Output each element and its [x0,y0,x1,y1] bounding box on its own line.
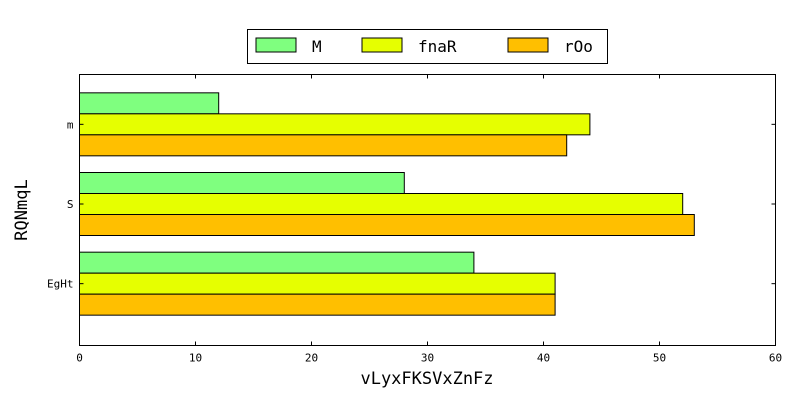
x-axis-label: vLyxFKSVxZnFz [360,369,493,389]
y-axis-label: RQNmqL [12,179,32,240]
x-tick-label: 10 [189,352,202,365]
bar-rOo-m [79,134,568,157]
x-tick-label: 40 [537,352,550,365]
bar-M-EgHt [79,251,475,274]
x-axis: 0 10 20 30 40 50 60 [76,74,782,365]
y-tick-label-EgHt: EgHt [47,278,74,291]
x-tick-label: 30 [421,352,434,365]
bar-rOo-EgHt [79,293,556,316]
bar-M-m [79,92,220,115]
legend-label-M: M [312,37,322,56]
y-tick-label-m: m [67,118,74,131]
x-tick-label: 20 [305,352,318,365]
legend-swatch-fnaR [361,37,403,53]
x-tick-label: 0 [76,352,83,365]
y-axis: EgHt Sm [47,118,776,291]
bars-layer [79,92,695,316]
bar-rOo-S [79,214,695,236]
bar-fnaR-m [79,113,591,136]
x-tick-label: 50 [653,352,666,365]
legend-swatch-M [255,37,297,53]
bar-M-S [79,172,405,194]
x-tick-label: 60 [769,352,782,365]
legend-swatch-rOo [507,37,549,53]
legend-label-fnaR: fnaR [418,37,457,56]
bar-fnaR-S [79,193,684,215]
legend-label-rOo: rOo [564,37,593,56]
bar-fnaR-EgHt [79,272,556,295]
y-tick-label-S: S [67,198,74,211]
